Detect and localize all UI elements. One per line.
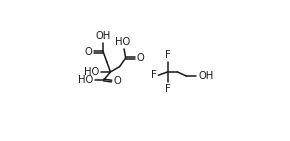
Text: F: F [151, 70, 156, 80]
Text: O: O [113, 76, 121, 86]
Text: OH: OH [96, 31, 111, 41]
Text: O: O [84, 47, 92, 57]
Text: O: O [137, 53, 144, 63]
Text: OH: OH [198, 71, 213, 81]
Text: HO: HO [115, 37, 130, 47]
Text: F: F [165, 84, 171, 94]
Text: HO: HO [78, 75, 93, 85]
Text: F: F [165, 50, 171, 60]
Text: HO: HO [84, 67, 100, 77]
